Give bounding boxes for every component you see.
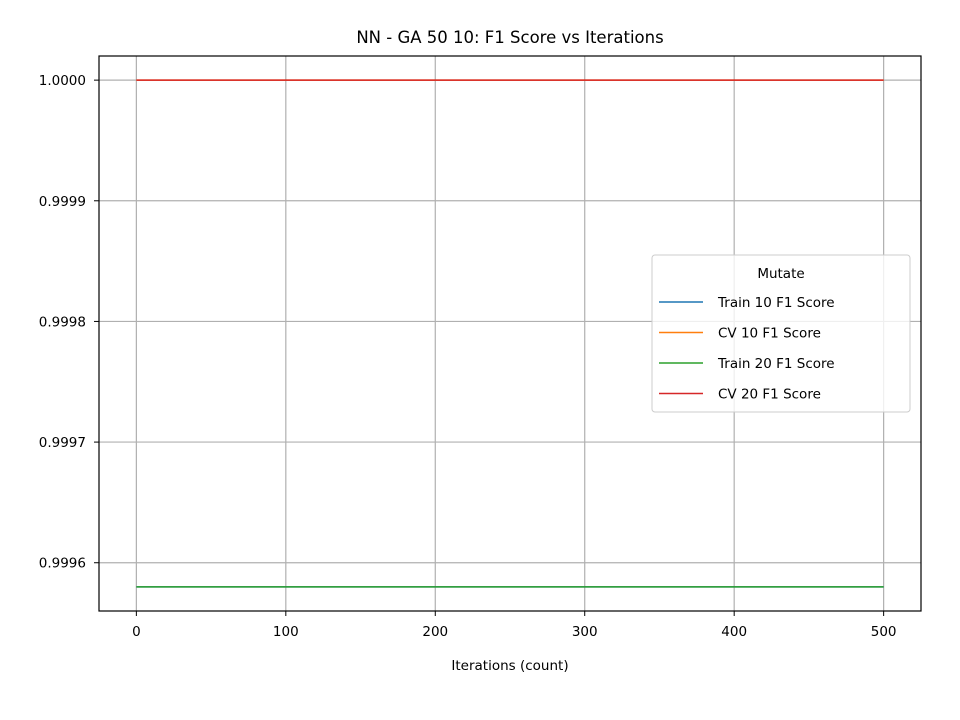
x-tick-label: 300 [572,624,598,640]
y-axis: 0.9996 0.9997 0.9998 0.9999 1.0000 [39,73,99,572]
x-axis-label: Iterations (count) [451,658,568,674]
legend-label-4: CV 20 F1 Score [718,387,821,403]
y-tick-label: 0.9997 [39,435,86,451]
chart-title: NN - GA 50 10: F1 Score vs Iterations [356,28,663,47]
y-tick-label: 0.9998 [39,314,86,330]
plot-frame [98,55,922,612]
legend-items: Train 10 F1 Score CV 10 F1 Score Train 20 … [659,295,835,403]
legend-label-3: Train 20 F1 Score [717,356,835,372]
x-tick-label: 200 [422,624,448,640]
x-tick-label: 400 [721,624,747,640]
x-tick-label: 500 [871,624,897,640]
x-tick-label: 100 [273,624,299,640]
y-tick-label: 0.9996 [39,556,86,572]
legend-label-1: Train 10 F1 Score [717,295,835,311]
series-group [136,79,884,588]
y-tick-label: 1.0000 [39,73,86,89]
x-tick-label: 0 [132,624,141,640]
legend-title: Mutate [757,266,804,282]
legend-label-2: CV 10 F1 Score [718,326,821,342]
legend-box [651,254,911,413]
x-axis: 0 100 200 300 400 500 [132,611,897,640]
y-tick-label: 0.9999 [39,194,86,210]
